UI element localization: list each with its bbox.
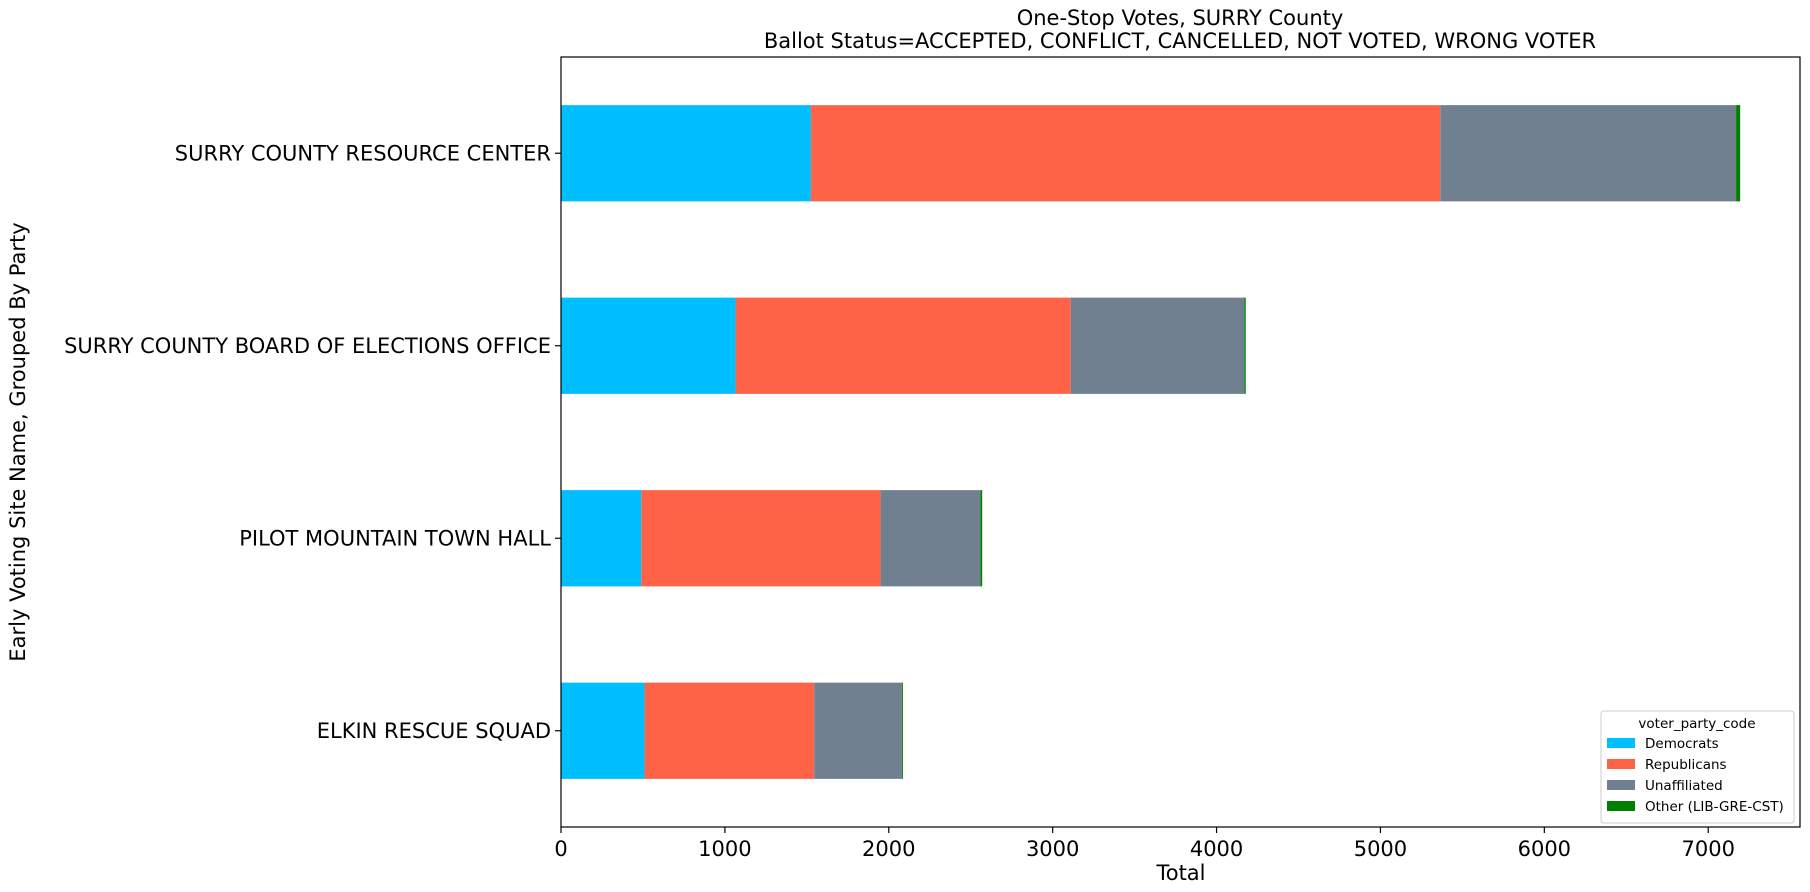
chart-title: One-Stop Votes, SURRY County xyxy=(1017,6,1344,30)
plot-frame xyxy=(560,56,1801,828)
legend-title: voter_party_code xyxy=(1638,716,1755,732)
bar-segment xyxy=(980,490,983,587)
bar-segment xyxy=(644,682,815,779)
legend-swatch xyxy=(1607,738,1635,748)
legend-frame xyxy=(1600,710,1795,824)
legend-swatch xyxy=(1607,801,1635,811)
x-tick-label: 2000 xyxy=(862,837,915,861)
legend-items: Democrats Republicans Unaffiliated Other (L… xyxy=(1607,736,1784,815)
x-tick-label: 6000 xyxy=(1518,837,1571,861)
x-tick-label: 3000 xyxy=(1026,837,1079,861)
legend-label: Unaffiliated xyxy=(1645,778,1723,794)
legend-label: Democrats xyxy=(1645,736,1719,752)
bar-segment xyxy=(1070,297,1245,394)
x-tick-label: 5000 xyxy=(1354,837,1407,861)
bar-segment xyxy=(561,490,642,587)
x-tick-label: 0 xyxy=(554,837,567,861)
y-tick-label: PILOT MOUNTAIN TOWN HALL xyxy=(239,526,551,550)
bar-segment xyxy=(810,105,1441,202)
bar-segment xyxy=(1736,105,1741,202)
bar-segment xyxy=(1440,105,1737,202)
bar-segment xyxy=(901,682,903,779)
legend-swatch xyxy=(1607,780,1635,790)
y-axis-label: Early Voting Site Name, Grouped By Party xyxy=(6,222,30,661)
bar-segment xyxy=(735,297,1071,394)
bars-group xyxy=(561,105,1741,779)
bar-segment xyxy=(1244,297,1246,394)
legend-label: Other (LIB-GRE-CST) xyxy=(1645,799,1784,815)
y-axis-ticks: SURRY COUNTY RESOURCE CENTER SURRY COUNTY… xyxy=(64,141,561,743)
bar-segment xyxy=(641,490,881,587)
y-tick-label: ELKIN RESCUE SQUAD xyxy=(317,719,551,743)
bar-segment xyxy=(561,297,736,394)
chart-subtitle: Ballot Status=ACCEPTED, CONFLICT, CANCEL… xyxy=(764,29,1596,53)
x-tick-label: 1000 xyxy=(698,837,751,861)
legend-swatch xyxy=(1607,759,1635,769)
bar-segment xyxy=(561,105,811,202)
bar-segment xyxy=(561,682,645,779)
legend-label: Republicans xyxy=(1645,757,1727,773)
bar-segment xyxy=(814,682,902,779)
x-tick-label: 4000 xyxy=(1190,837,1243,861)
bar-segment xyxy=(880,490,981,587)
y-tick-label: SURRY COUNTY BOARD OF ELECTIONS OFFICE xyxy=(64,334,551,358)
x-tick-label: 7000 xyxy=(1681,837,1734,861)
legend: voter_party_code Democrats Republicans Una… xyxy=(1600,710,1795,824)
x-axis-ticks: 0 1000 2000 3000 4000 5000 6000 7000 xyxy=(554,827,1735,861)
y-tick-label: SURRY COUNTY RESOURCE CENTER xyxy=(175,141,551,165)
x-axis-label: Total xyxy=(1155,861,1205,885)
